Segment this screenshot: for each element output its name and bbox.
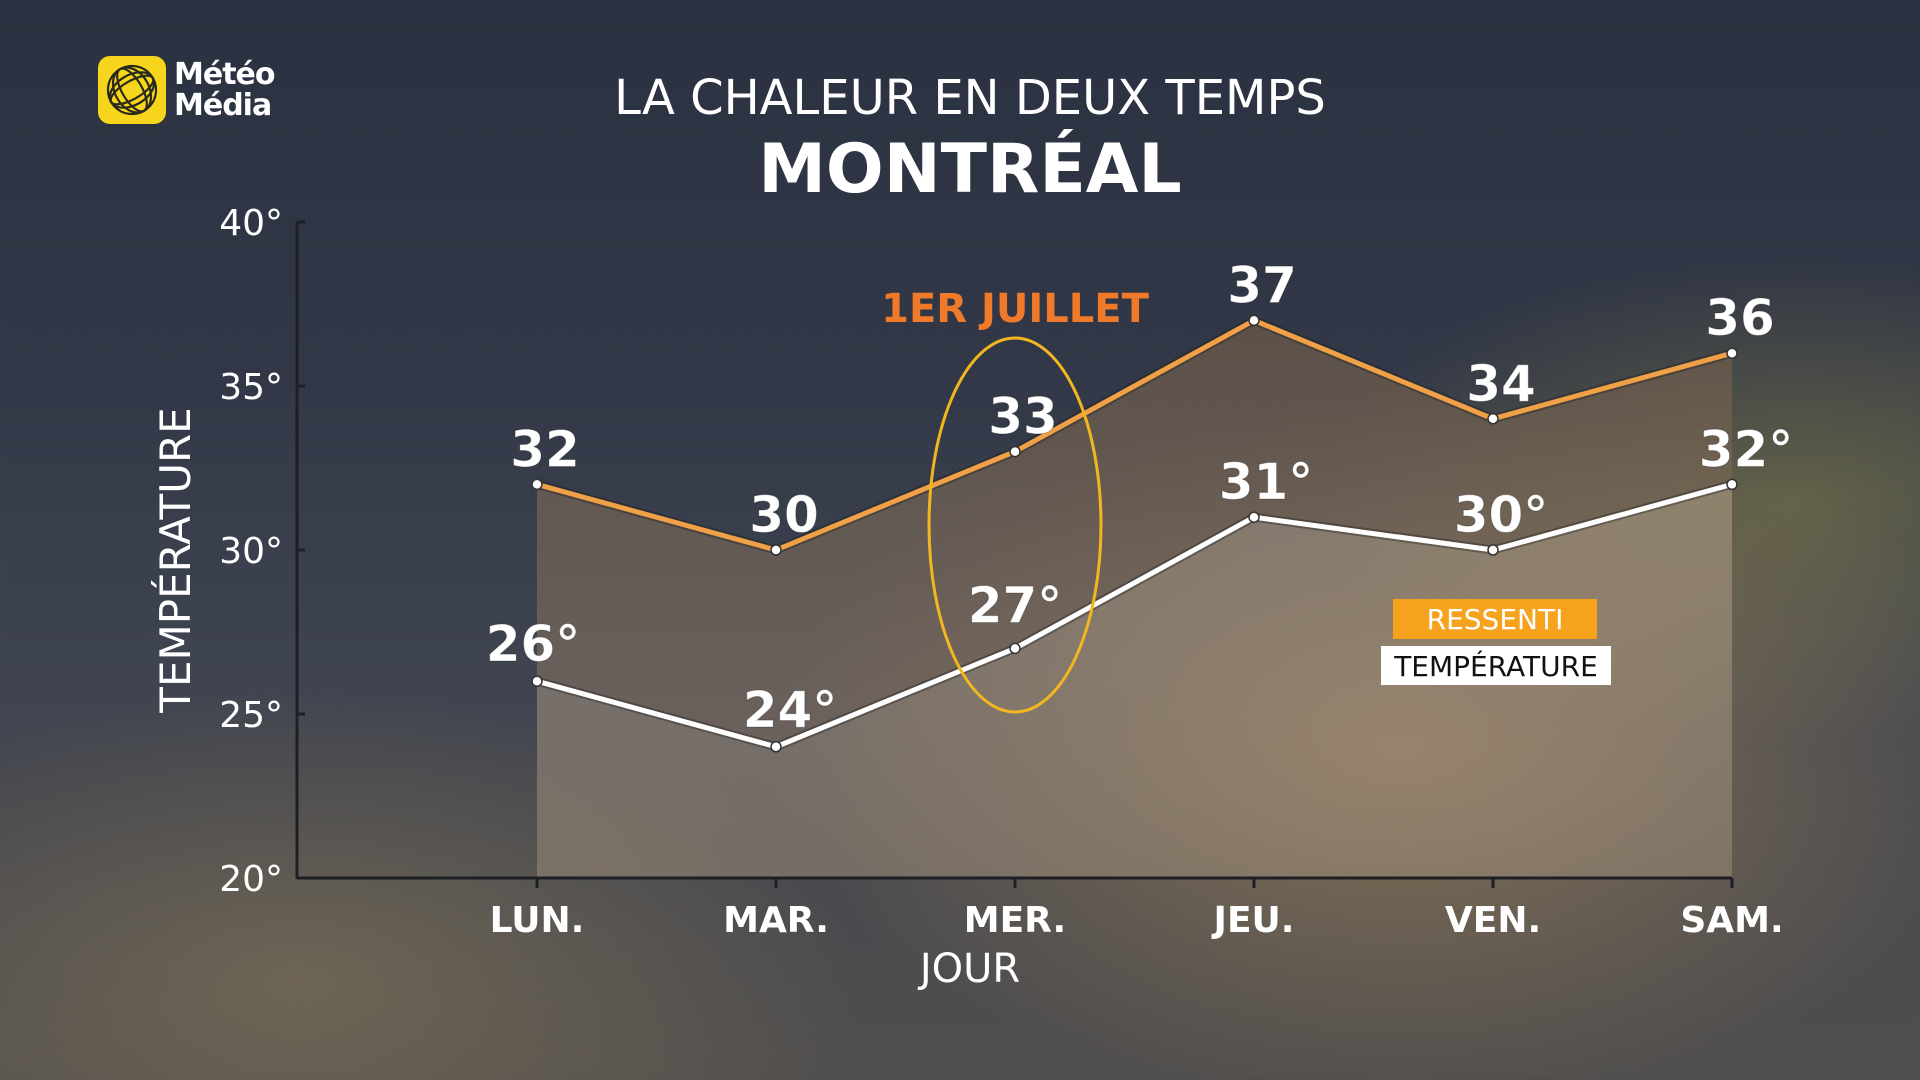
page-title: LA CHALEUR EN DEUX TEMPS <box>614 70 1326 126</box>
y-tick-label: 20° <box>219 859 283 900</box>
legend-label-temperature: TEMPÉRATURE <box>1393 649 1598 683</box>
temperature-point <box>531 675 543 687</box>
x-tick-label: VEN. <box>1445 900 1541 941</box>
temperature-data-label: 24° <box>743 681 838 739</box>
ressenti-point <box>1248 314 1260 327</box>
ressenti-point <box>770 544 782 556</box>
legend-swatch-temperature <box>1381 646 1611 685</box>
x-tick-label: SAM. <box>1680 900 1783 941</box>
x-axis-label: JOUR <box>917 946 1020 992</box>
temperature-line <box>536 481 1733 750</box>
ressenti-data-label: 33 <box>988 388 1058 446</box>
x-tick-label: MER. <box>964 900 1066 941</box>
temperature-point <box>1487 544 1499 556</box>
ressenti-area <box>537 320 1732 747</box>
brand-line2: Média <box>174 88 272 123</box>
temperature-data-label: 31° <box>1219 453 1314 511</box>
ressenti-point <box>1726 347 1738 359</box>
y-tick-label: 40° <box>219 203 283 244</box>
ressenti-point <box>1009 445 1021 458</box>
legend-swatch-ressenti <box>1393 599 1597 639</box>
ressenti-point <box>531 478 543 491</box>
temperature-data-label: 32° <box>1699 420 1794 478</box>
ressenti-data-label: 34 <box>1466 355 1536 413</box>
x-tick-label: MAR. <box>723 900 829 941</box>
temperature-data-label: 27° <box>968 576 1063 634</box>
annotation-label: 1ER JUILLET <box>881 286 1149 332</box>
ressenti-data-label: 37 <box>1227 256 1297 314</box>
temperature-point <box>770 741 782 753</box>
ressenti-data-label: 30 <box>749 486 819 544</box>
temperature-data-label: 30° <box>1454 486 1549 544</box>
ressenti-line <box>536 317 1733 553</box>
temperature-point <box>1009 642 1021 655</box>
y-tick-label: 25° <box>219 695 283 736</box>
temperature-point <box>1248 511 1260 523</box>
highlight-circle <box>927 336 1103 714</box>
meteomedia-logo: Météo Média <box>98 56 275 124</box>
brand-line1: Météo <box>174 57 275 92</box>
temperature-area <box>537 484 1732 878</box>
y-tick-label: 35° <box>219 367 283 408</box>
legend-label-ressenti: RESSENTI <box>1427 603 1564 636</box>
ressenti-data-label: 32 <box>510 420 580 478</box>
x-tick-label: JEU. <box>1211 900 1295 941</box>
ressenti-point <box>1487 413 1499 425</box>
globe-icon <box>98 56 166 124</box>
y-axis-label: TEMPÉRATURE <box>150 407 200 713</box>
x-tick-label: LUN. <box>490 900 585 941</box>
temperature-data-label: 26° <box>486 615 581 673</box>
city-title: MONTRÉAL <box>758 130 1182 209</box>
y-tick-label: 30° <box>219 531 283 572</box>
temperature-point <box>1726 478 1738 491</box>
ressenti-data-label: 36 <box>1705 289 1775 347</box>
